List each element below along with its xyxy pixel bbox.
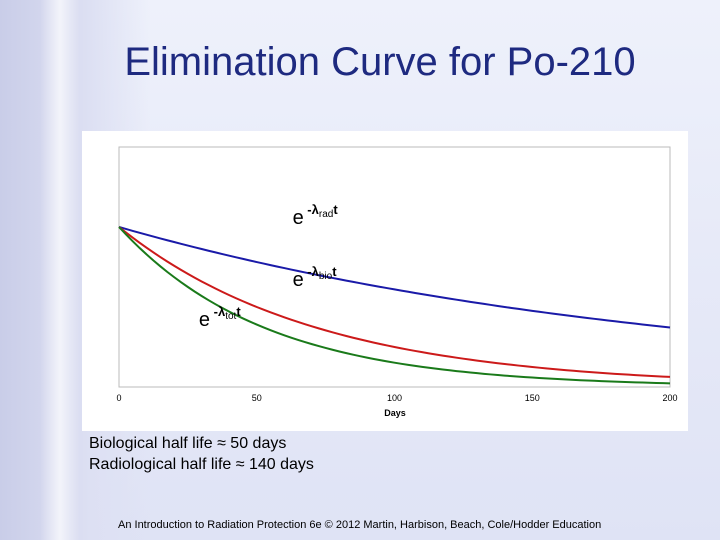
footer-citation: An Introduction to Radiation Protection … xyxy=(118,519,602,531)
caption: Biological half life ≈ 50 days Radiologi… xyxy=(89,433,314,475)
slide-title: Elimination Curve for Po-210 xyxy=(124,40,636,84)
series-line-1 xyxy=(118,226,671,378)
plot-area xyxy=(118,146,671,388)
curve-annotation-bio: e -λbiot xyxy=(293,264,338,291)
x-tick-labels: 0 50 100 150 200 xyxy=(116,393,677,403)
chart-panel: 0 50 100 150 200 e -λradt e -λbiot e -λtott Da… xyxy=(82,131,688,431)
x-tick-label: 150 xyxy=(525,393,540,403)
x-tick-label: 200 xyxy=(662,393,677,403)
x-axis-label: Days xyxy=(384,408,406,418)
curve-annotation-tot: e -λtott xyxy=(199,304,241,331)
series-line-2 xyxy=(118,226,671,385)
series-lines xyxy=(118,226,671,385)
curve-annotation-rad: e -λradt xyxy=(293,202,339,229)
x-tick-label: 100 xyxy=(387,393,402,403)
slide-background-glow xyxy=(40,0,80,540)
elimination-chart: 0 50 100 150 200 e -λradt e -λbiot e -λtott Da… xyxy=(116,146,678,418)
series-line-0 xyxy=(118,226,671,329)
x-tick-label: 50 xyxy=(252,393,262,403)
x-tick-label: 0 xyxy=(116,393,121,403)
curve-annotations: e -λradt e -λbiot e -λtott xyxy=(199,202,338,331)
caption-line-biological: Biological half life ≈ 50 days xyxy=(89,435,287,452)
caption-line-radiological: Radiological half life ≈ 140 days xyxy=(89,456,314,473)
